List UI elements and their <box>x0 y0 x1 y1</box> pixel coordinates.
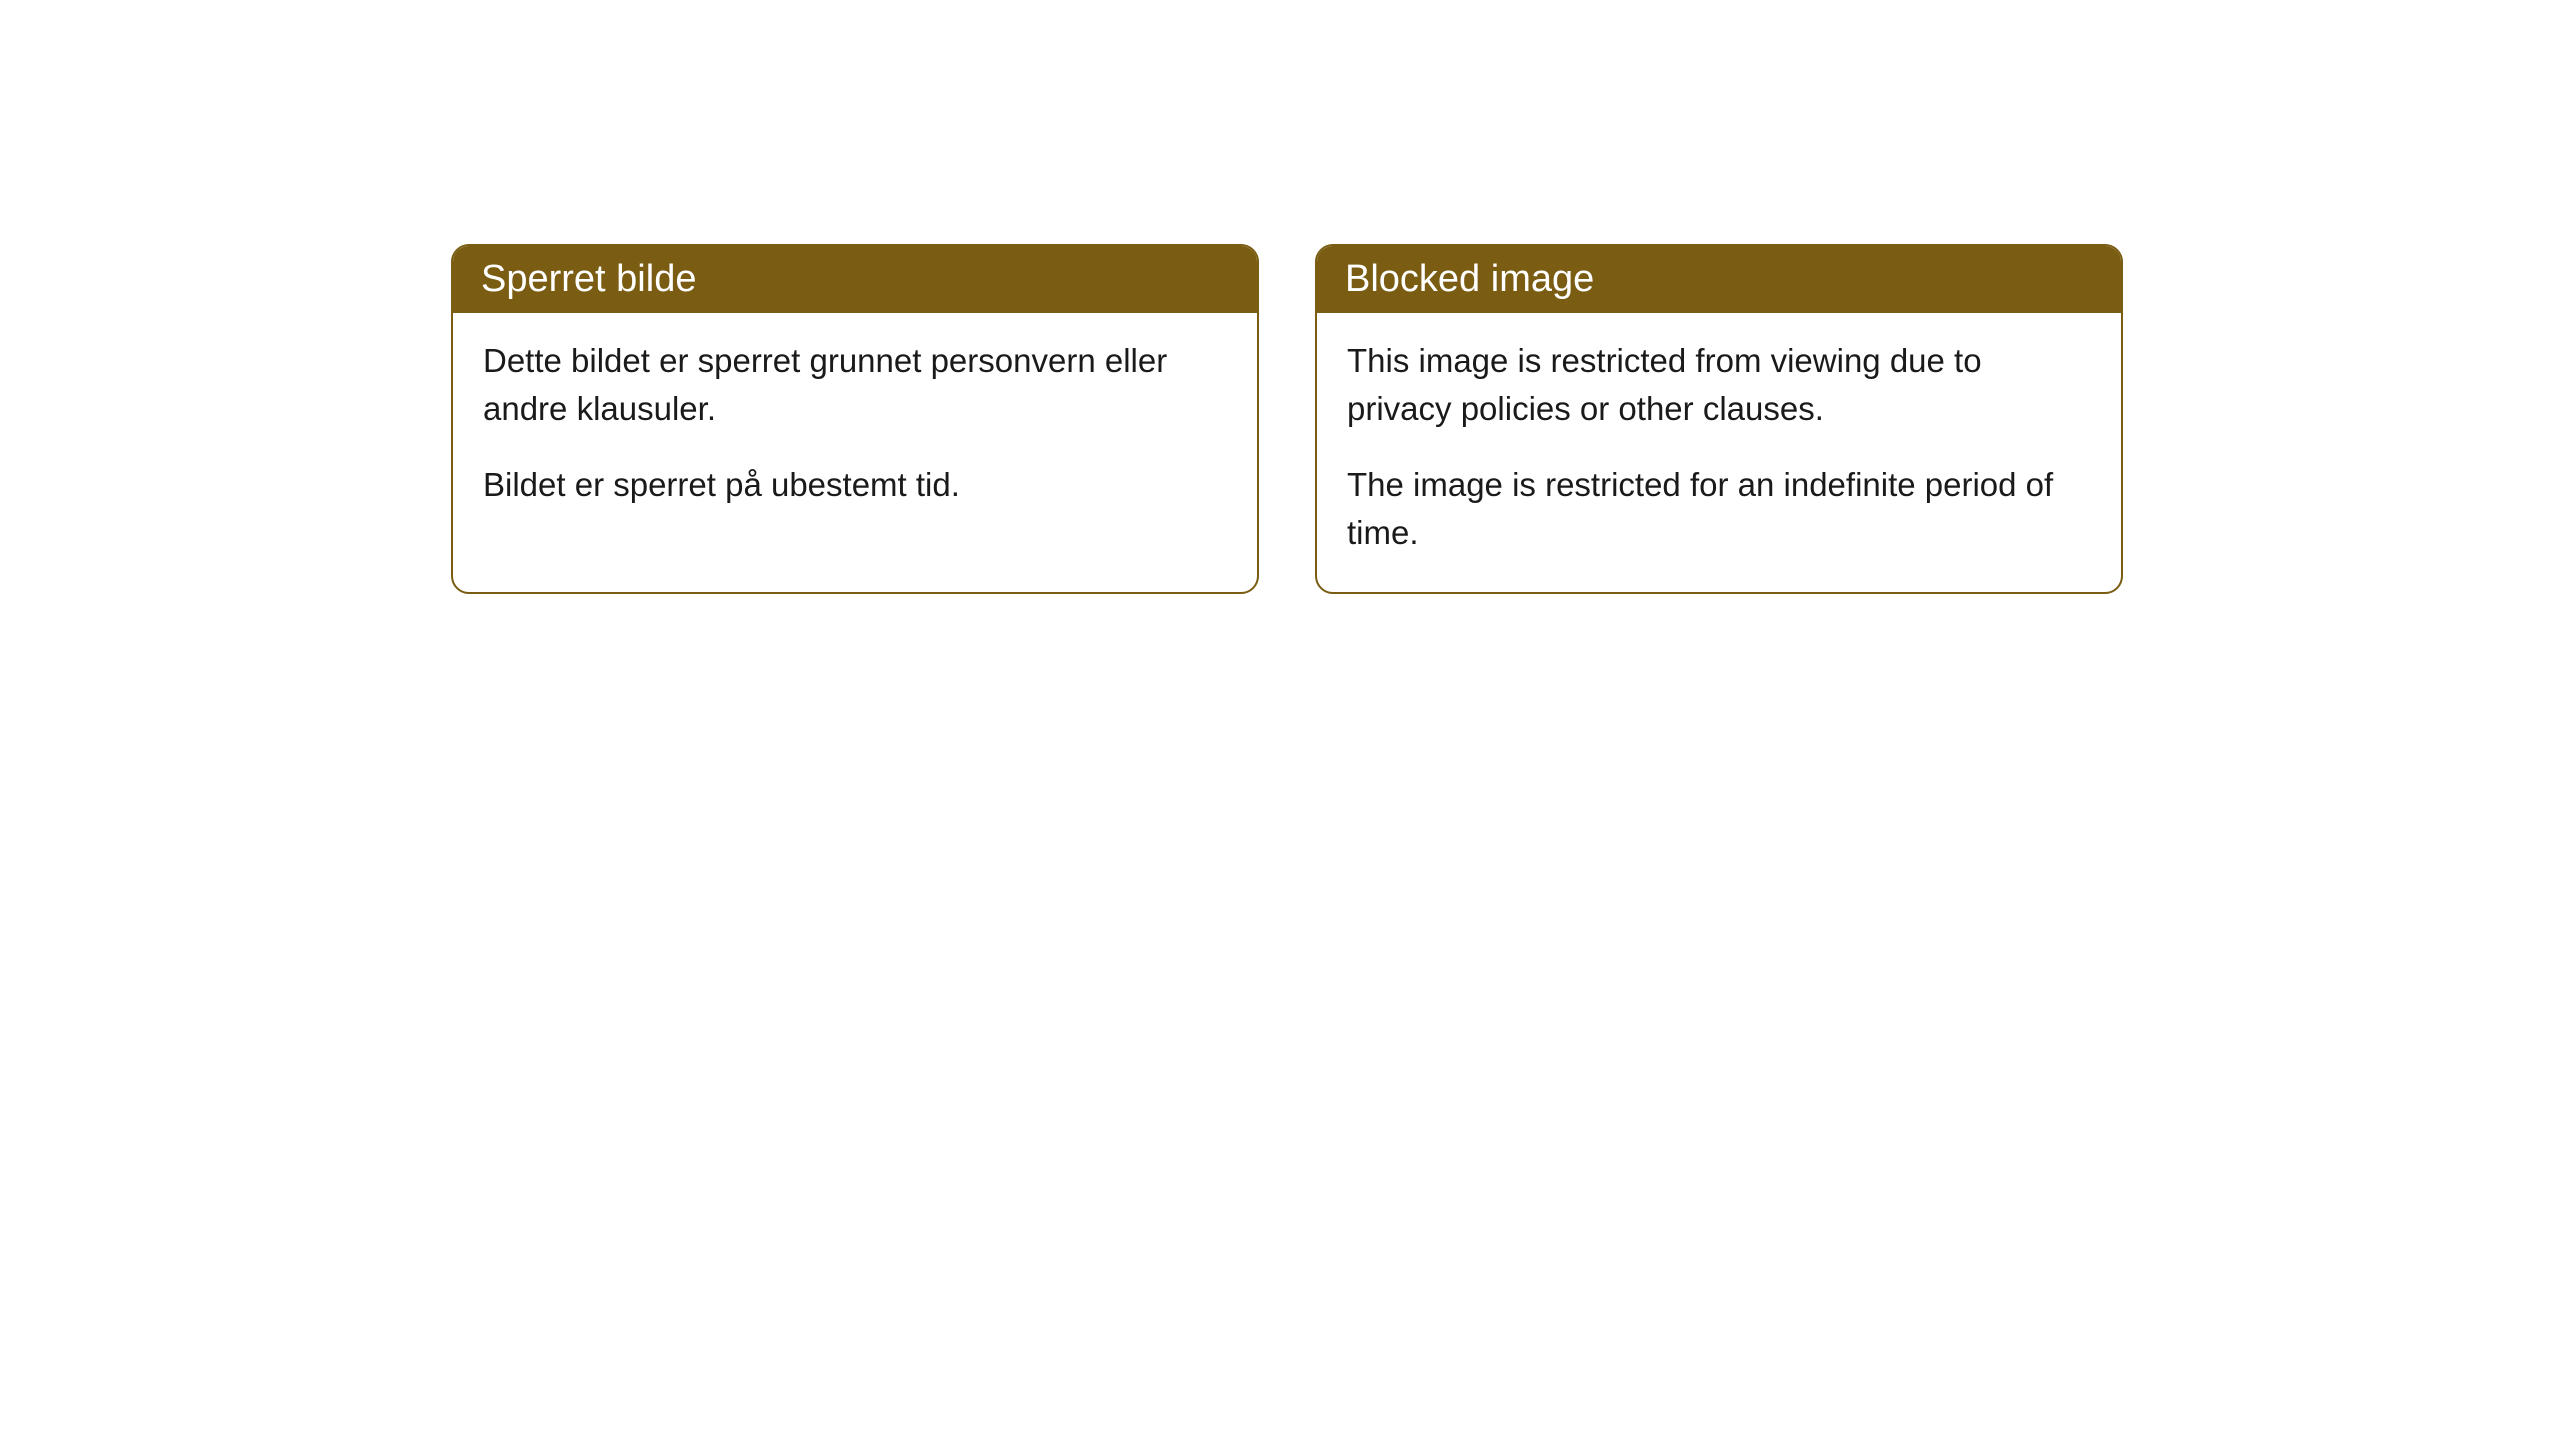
notice-header-norwegian: Sperret bilde <box>453 246 1257 313</box>
notice-card-norwegian: Sperret bilde Dette bildet er sperret gr… <box>451 244 1259 594</box>
notice-title: Sperret bilde <box>481 258 696 300</box>
notice-paragraph: Bildet er sperret på ubestemt tid. <box>483 461 1227 509</box>
notice-paragraph: This image is restricted from viewing du… <box>1347 337 2091 433</box>
notice-title: Blocked image <box>1345 258 1594 300</box>
notice-paragraph: Dette bildet er sperret grunnet personve… <box>483 337 1227 433</box>
notice-body-norwegian: Dette bildet er sperret grunnet personve… <box>453 313 1257 545</box>
notice-header-english: Blocked image <box>1317 246 2121 313</box>
notice-paragraph: The image is restricted for an indefinit… <box>1347 461 2091 557</box>
notice-body-english: This image is restricted from viewing du… <box>1317 313 2121 592</box>
notice-card-english: Blocked image This image is restricted f… <box>1315 244 2123 594</box>
notice-container: Sperret bilde Dette bildet er sperret gr… <box>0 0 2560 594</box>
